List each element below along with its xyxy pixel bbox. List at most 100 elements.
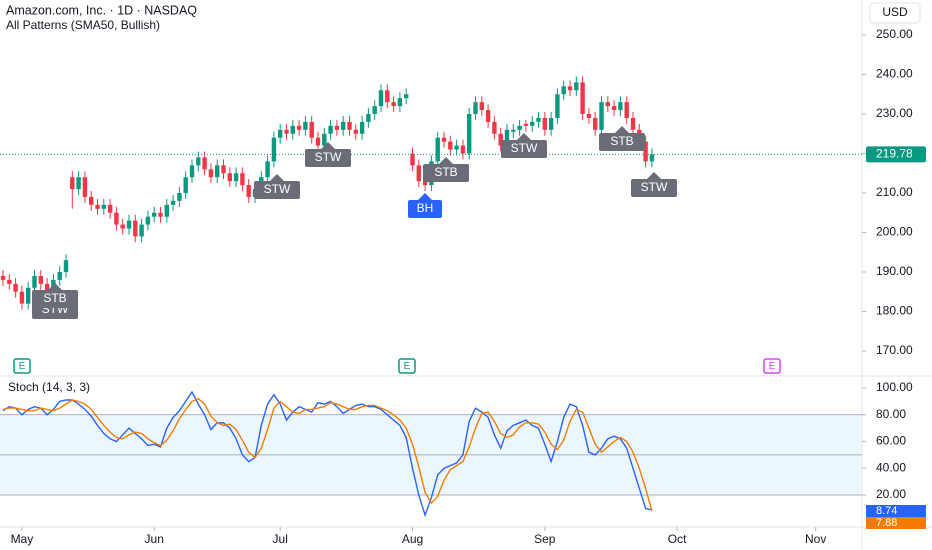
candle-body (145, 216, 151, 225)
candle-body (366, 114, 371, 122)
y-tick-label: 80.00 (876, 407, 906, 421)
candle-body (32, 275, 37, 288)
candle-body (492, 121, 497, 134)
candle-body (322, 133, 327, 146)
stoch-title: Stoch (14, 3, 3) (8, 380, 90, 394)
pattern-box (423, 164, 469, 182)
pattern-label: STW (264, 182, 291, 196)
candle-body (397, 98, 403, 107)
candle-body (580, 82, 585, 114)
y-tick-label: 40.00 (876, 460, 906, 474)
pattern-label: STW (641, 180, 668, 194)
candle-body (101, 204, 106, 209)
pattern-box (501, 140, 547, 158)
currency[interactable]: USD (882, 5, 908, 19)
candle-body (183, 177, 188, 193)
pattern-pointer (47, 283, 63, 291)
indicator-title: All Patterns (SMA50, Bullish) (6, 18, 160, 32)
y-tick-label: 230.00 (876, 106, 913, 120)
y-tick-label: 250.00 (876, 27, 913, 41)
candle-body (309, 121, 314, 138)
candle-body (26, 287, 31, 304)
candle-body (139, 224, 144, 237)
stoch-tag-label: 7.88 (876, 517, 897, 529)
y-tick-label: 190.00 (876, 264, 913, 278)
earnings-marker (398, 358, 416, 374)
pattern-marker: STW (501, 133, 547, 158)
candle-body (536, 117, 541, 122)
candle-body (555, 94, 560, 118)
candle-body (89, 196, 94, 205)
candle-body (611, 106, 617, 111)
pattern-box (408, 200, 442, 218)
candle-body (328, 125, 333, 134)
y-tick-label: 100.00 (876, 380, 913, 394)
pattern-pointer (516, 133, 532, 141)
candle-body (126, 220, 132, 229)
candle-body (303, 121, 308, 130)
candle-body (133, 220, 138, 237)
pattern-pointer (269, 174, 285, 182)
pattern-box (599, 133, 645, 151)
candle-body (567, 86, 573, 91)
stoch-line (2, 390, 653, 518)
y-tick-label: 170.00 (876, 343, 913, 357)
x-tick-label: Jun (145, 532, 164, 546)
x-tick-label: May (11, 532, 34, 546)
candle-body (517, 125, 522, 130)
candle-body (63, 260, 69, 272)
candle-body (240, 173, 245, 186)
candle-body (467, 114, 472, 154)
candle-body (511, 129, 516, 132)
candle-body (542, 117, 547, 130)
earnings-label: E (404, 361, 411, 372)
candle-body (473, 102, 478, 114)
candle-body (498, 133, 503, 146)
candle-body (485, 110, 491, 122)
candle-body (7, 279, 12, 284)
candle-body (618, 102, 623, 111)
x-tick-label: Nov (805, 532, 826, 546)
candle-body (158, 212, 163, 217)
candle-body (378, 90, 384, 107)
candle-body (44, 283, 50, 292)
pattern-marker: STB (599, 126, 645, 151)
candle-body (290, 125, 295, 134)
pattern-box (305, 149, 351, 167)
pattern-marker: STW (254, 174, 300, 199)
pattern-box (254, 181, 300, 199)
pattern-pointer (438, 157, 454, 165)
pattern-label: STW (511, 141, 538, 155)
last-price-tag (866, 146, 926, 163)
pattern-label: STB (434, 165, 457, 179)
candle-body (523, 123, 529, 126)
candle-body (649, 154, 655, 162)
symbol-title: Amazon.com, Inc. · 1D · NASDAQ (6, 3, 197, 17)
candle-body (479, 102, 484, 111)
candle-body (76, 177, 81, 190)
x-tick-label: Jul (273, 532, 288, 546)
pattern-box (631, 179, 677, 197)
candle-body (57, 272, 62, 280)
candle-body (315, 137, 321, 146)
candle-body (391, 102, 396, 107)
stoch-tag-label: 8.74 (876, 505, 897, 517)
y-tick-label: 20.00 (876, 487, 906, 501)
candle-body (202, 157, 207, 170)
candle-body (120, 224, 125, 229)
pattern-label: BH (417, 201, 434, 215)
candle-body (114, 212, 119, 225)
candle-body (177, 193, 182, 201)
pattern-marker: STB (32, 283, 78, 308)
candle-body (385, 90, 390, 103)
pattern-marker: STW (631, 172, 677, 197)
candle-body (341, 121, 346, 130)
candle-body (95, 204, 100, 209)
candle-body (448, 141, 453, 150)
candle-body (107, 204, 113, 213)
candle-body (233, 173, 239, 182)
currency-box[interactable] (869, 2, 921, 24)
candle-body (82, 177, 88, 197)
candle-body (530, 121, 535, 126)
